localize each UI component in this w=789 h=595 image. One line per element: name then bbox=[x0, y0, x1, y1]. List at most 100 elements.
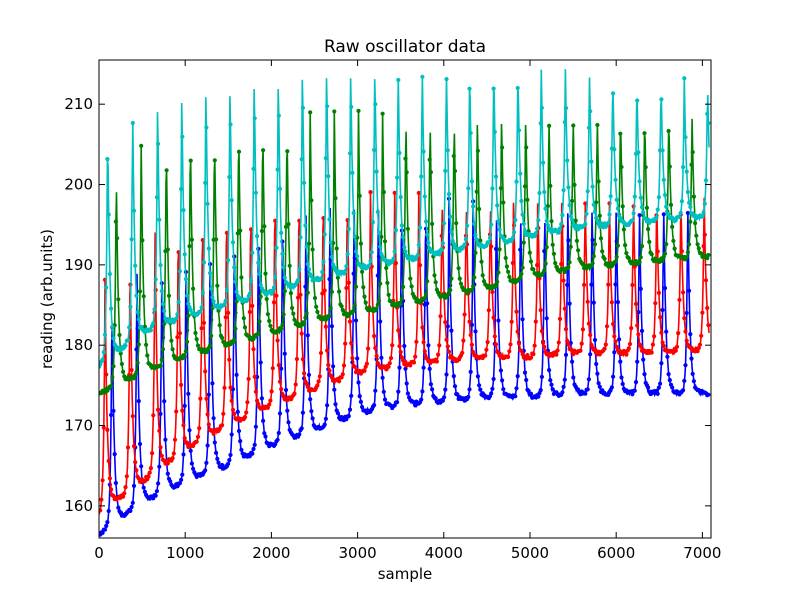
data-point bbox=[589, 282, 594, 287]
data-point bbox=[570, 217, 575, 222]
data-point bbox=[684, 310, 689, 316]
data-point bbox=[596, 179, 601, 184]
data-point bbox=[434, 359, 439, 364]
data-point bbox=[277, 186, 283, 191]
data-point bbox=[690, 371, 695, 376]
data-point bbox=[238, 228, 243, 233]
data-point bbox=[619, 375, 624, 380]
data-point bbox=[247, 309, 252, 315]
data-point bbox=[136, 476, 141, 481]
data-point bbox=[543, 206, 548, 211]
data-point bbox=[256, 260, 261, 265]
data-point bbox=[468, 332, 473, 338]
data-point bbox=[129, 504, 134, 510]
data-point bbox=[109, 412, 114, 418]
data-point bbox=[466, 394, 471, 400]
data-point bbox=[160, 302, 166, 307]
data-point bbox=[638, 255, 643, 260]
data-point bbox=[541, 160, 546, 165]
data-point bbox=[382, 397, 388, 402]
data-point bbox=[688, 332, 693, 337]
data-point bbox=[181, 423, 186, 428]
data-point bbox=[262, 224, 267, 229]
data-point bbox=[198, 396, 203, 401]
data-point bbox=[613, 177, 618, 182]
data-point bbox=[425, 232, 430, 237]
data-point bbox=[251, 446, 256, 452]
data-point bbox=[602, 256, 607, 261]
data-point bbox=[408, 276, 413, 281]
data-point bbox=[267, 402, 272, 407]
data-point bbox=[136, 317, 141, 322]
data-point bbox=[344, 285, 349, 291]
data-point bbox=[442, 221, 447, 226]
data-point bbox=[448, 214, 453, 219]
data-point bbox=[443, 320, 448, 325]
data-point bbox=[660, 258, 665, 264]
data-point bbox=[446, 349, 452, 354]
data-point bbox=[472, 221, 477, 226]
data-point bbox=[427, 157, 432, 162]
data-point bbox=[306, 267, 312, 272]
data-point bbox=[312, 295, 318, 301]
data-point bbox=[420, 325, 425, 330]
data-point bbox=[539, 105, 545, 110]
data-point bbox=[399, 223, 404, 228]
data-point bbox=[495, 279, 500, 284]
data-point bbox=[131, 483, 137, 488]
data-point bbox=[633, 301, 639, 306]
data-point bbox=[632, 388, 637, 393]
data-point bbox=[694, 233, 699, 238]
data-point bbox=[211, 431, 216, 436]
data-point bbox=[532, 343, 537, 348]
data-point bbox=[121, 369, 126, 374]
data-point bbox=[104, 372, 109, 377]
data-point bbox=[524, 377, 529, 383]
data-point bbox=[699, 251, 704, 256]
x-tick-label: 5000 bbox=[511, 544, 549, 562]
data-point bbox=[106, 212, 111, 217]
data-point bbox=[682, 378, 687, 383]
data-point bbox=[253, 389, 258, 394]
data-point bbox=[322, 422, 327, 427]
data-point bbox=[253, 190, 258, 195]
data-point bbox=[349, 104, 354, 110]
data-point bbox=[667, 378, 672, 383]
data-point bbox=[641, 357, 646, 362]
data-point bbox=[563, 352, 569, 357]
data-point bbox=[137, 289, 143, 294]
y-tick-label: 200 bbox=[64, 176, 93, 194]
data-point bbox=[440, 398, 445, 403]
data-point bbox=[398, 349, 403, 355]
data-point bbox=[584, 211, 589, 216]
data-point bbox=[566, 342, 571, 347]
data-point bbox=[128, 304, 133, 309]
data-point bbox=[528, 355, 534, 360]
data-point bbox=[687, 200, 692, 205]
data-point bbox=[104, 285, 109, 290]
data-point bbox=[673, 348, 678, 353]
data-point bbox=[193, 330, 198, 336]
data-point bbox=[609, 385, 615, 390]
data-point bbox=[203, 180, 208, 185]
data-point bbox=[210, 381, 215, 386]
data-point bbox=[188, 158, 193, 163]
data-point bbox=[462, 242, 467, 247]
data-point bbox=[578, 348, 583, 353]
data-point bbox=[310, 247, 315, 252]
data-point bbox=[252, 374, 257, 379]
data-point bbox=[302, 371, 307, 376]
data-point bbox=[495, 203, 500, 208]
data-point bbox=[484, 243, 489, 248]
y-tick-label: 210 bbox=[64, 95, 93, 113]
data-point bbox=[328, 306, 333, 311]
data-point bbox=[197, 426, 202, 431]
data-point bbox=[426, 343, 431, 348]
y-tick-label: 180 bbox=[64, 336, 93, 354]
data-point bbox=[134, 293, 139, 298]
data-point bbox=[473, 329, 478, 334]
data-point bbox=[417, 263, 423, 268]
data-point bbox=[358, 241, 363, 246]
data-point bbox=[157, 217, 162, 222]
data-point bbox=[154, 489, 159, 494]
